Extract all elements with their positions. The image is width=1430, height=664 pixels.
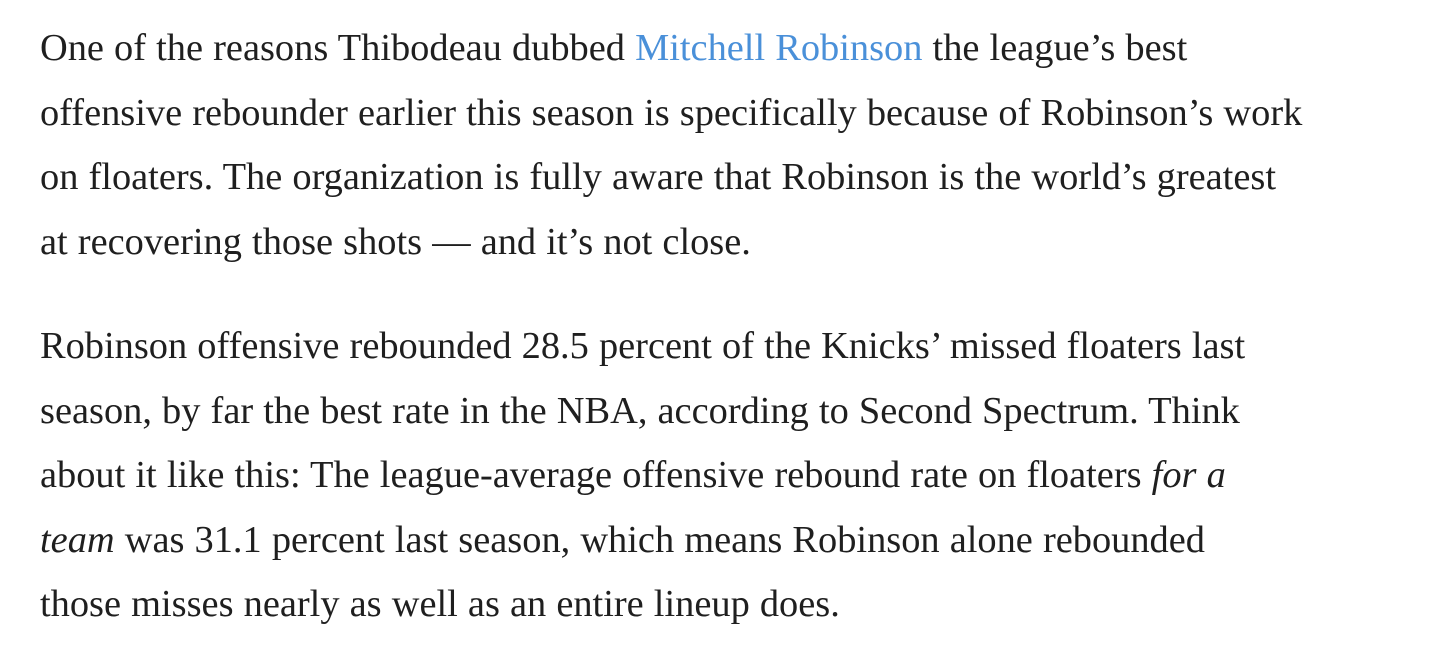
- italic-text: for a: [1151, 454, 1226, 496]
- paragraph-line: at recovering those shots — and it’s not…: [40, 220, 751, 263]
- paragraph-line: Robinson offensive rebounded 28.5 percen…: [40, 325, 1246, 367]
- paragraph-line: about it like this: The league-average o…: [40, 443, 1410, 508]
- paragraph-line: season, by far the best rate in the NBA,…: [40, 389, 1240, 432]
- text-segment: the league’s best: [922, 27, 1188, 69]
- italic-text: team: [40, 518, 115, 561]
- text-segment: was 31.1 percent last season, which mean…: [114, 518, 1205, 561]
- paragraph-line: those misses nearly as well as an entire…: [40, 583, 840, 625]
- paragraph-line: One of the reasons Thibodeau dubbed Mitc…: [40, 16, 1410, 81]
- paragraph-line: offensive rebounder earlier this season …: [40, 91, 1303, 134]
- mitchell-robinson-link[interactable]: Mitchell Robinson: [635, 27, 923, 69]
- text-segment: One of the reasons Thibodeau dubbed: [40, 27, 636, 69]
- paragraph-line: on floaters. The organization is fully a…: [40, 156, 1276, 198]
- text-segment: about it like this: The league-average o…: [40, 454, 1152, 496]
- paragraph-2: Robinson offensive rebounded 28.5 percen…: [40, 314, 1410, 637]
- article-body: One of the reasons Thibodeau dubbed Mitc…: [40, 16, 1410, 637]
- paragraph-line: team was 31.1 percent last season, which…: [40, 508, 1410, 573]
- paragraph-1: One of the reasons Thibodeau dubbed Mitc…: [40, 16, 1410, 274]
